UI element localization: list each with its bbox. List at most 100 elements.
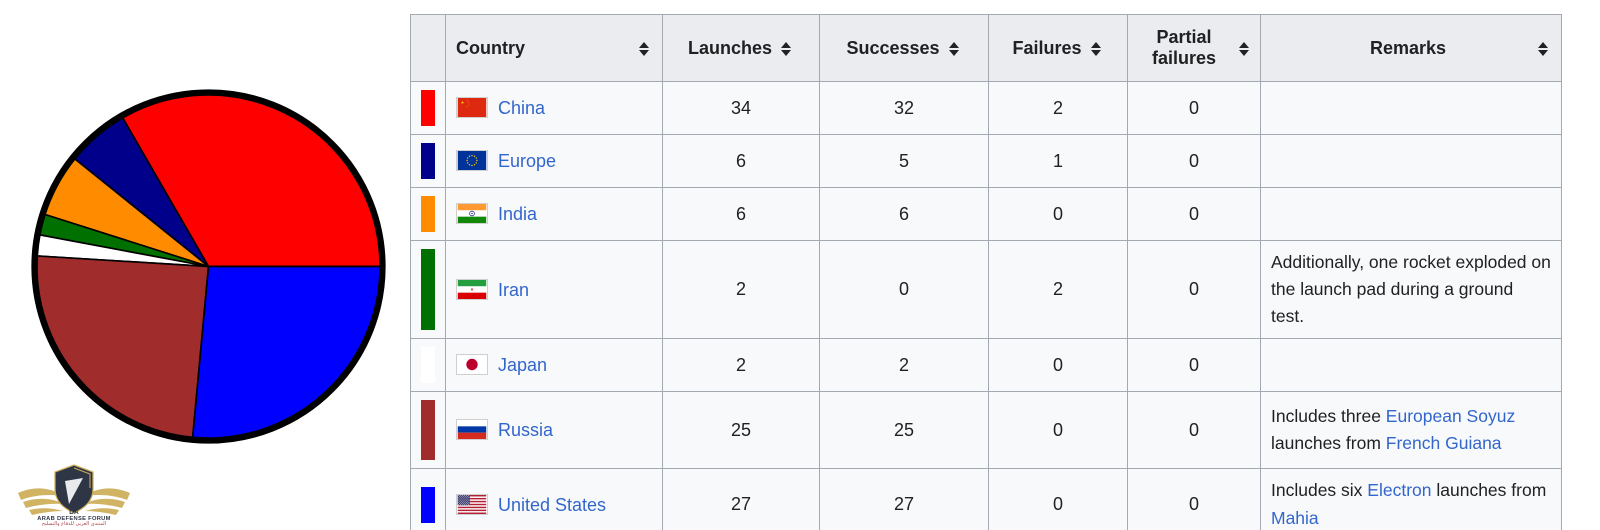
remarks-link[interactable]: Electron bbox=[1367, 480, 1432, 501]
cell-partial-failures: 0 bbox=[1127, 81, 1261, 135]
cell-failures: 1 bbox=[988, 134, 1128, 188]
country-link[interactable]: Japan bbox=[498, 355, 548, 376]
flag-usa-icon bbox=[456, 493, 488, 515]
column-header-remarks[interactable]: Remarks bbox=[1260, 14, 1562, 82]
pie-slice-russia bbox=[36, 255, 210, 439]
flag-europe-icon bbox=[456, 150, 488, 171]
cell-partial-failures: 0 bbox=[1127, 338, 1261, 393]
cell-successes: 25 bbox=[819, 391, 989, 470]
arab-defense-forum-watermark: DA ARAB DEFENSE FORUM المنتدى العربي للد… bbox=[14, 458, 134, 526]
cell-successes: 6 bbox=[819, 187, 989, 241]
row-color-key bbox=[410, 187, 446, 241]
cell-remarks bbox=[1260, 187, 1562, 241]
cell-partial-failures: 0 bbox=[1127, 134, 1261, 188]
watermark-title: ARAB DEFENSE FORUM bbox=[37, 516, 110, 522]
row-color-key bbox=[410, 239, 446, 340]
table-row: India 6 6 0 0 bbox=[410, 187, 1562, 241]
launches-by-country-pie-chart bbox=[27, 85, 390, 448]
row-color-key bbox=[410, 134, 446, 188]
color-swatch bbox=[421, 400, 435, 461]
cell-remarks: Includes three European Soyuz launches f… bbox=[1260, 391, 1562, 470]
cell-successes: 27 bbox=[819, 468, 989, 530]
color-swatch bbox=[421, 90, 435, 126]
watermark-subtitle-arabic: المنتدى العربي للدفاع والتسليح bbox=[42, 521, 106, 526]
color-swatch bbox=[421, 196, 435, 232]
row-color-key bbox=[410, 468, 446, 530]
cell-country: Iran bbox=[445, 239, 663, 340]
cell-partial-failures: 0 bbox=[1127, 391, 1261, 470]
country-link[interactable]: Iran bbox=[498, 279, 530, 300]
cell-launches: 6 bbox=[662, 187, 820, 241]
color-swatch bbox=[421, 486, 435, 523]
cell-country: Russia bbox=[445, 391, 663, 470]
cell-successes: 32 bbox=[819, 81, 989, 135]
cell-country: China bbox=[445, 81, 663, 135]
remarks-link[interactable]: Mahia bbox=[1271, 507, 1319, 528]
sort-toggle-icon-launches[interactable] bbox=[780, 41, 794, 57]
pie-chart-panel: DA ARAB DEFENSE FORUM المنتدى العربي للد… bbox=[0, 0, 410, 530]
table-row: China 34 32 2 0 bbox=[410, 81, 1562, 135]
cell-launches: 2 bbox=[662, 239, 820, 340]
column-header-failures-label: Failures bbox=[1012, 37, 1082, 58]
cell-failures: 0 bbox=[988, 187, 1128, 241]
table-header: Country Launches bbox=[410, 14, 1562, 82]
cell-country: Europe bbox=[445, 134, 663, 188]
sort-toggle-icon-failures[interactable] bbox=[1090, 41, 1104, 57]
sort-toggle-icon-successes[interactable] bbox=[948, 41, 962, 57]
column-header-partial-failures[interactable]: Partial failures bbox=[1127, 14, 1261, 82]
sort-toggle-icon-partial-failures[interactable] bbox=[1238, 41, 1250, 57]
watermark-logo-icon: DA ARAB DEFENSE FORUM المنتدى العربي للد… bbox=[18, 464, 130, 526]
color-swatch bbox=[421, 249, 435, 331]
cell-remarks bbox=[1260, 338, 1562, 393]
cell-remarks: Additionally, one rocket exploded on the… bbox=[1260, 239, 1562, 340]
flag-russia-icon bbox=[456, 419, 488, 441]
pie-outline bbox=[31, 89, 386, 444]
table-row: Europe 6 5 1 0 bbox=[410, 134, 1562, 188]
orbital-launches-by-country-table: Country Launches bbox=[410, 14, 1562, 530]
remarks-link[interactable]: French Guiana bbox=[1385, 433, 1502, 454]
column-header-successes[interactable]: Successes bbox=[819, 14, 989, 82]
flag-japan-icon bbox=[456, 354, 488, 376]
pie-slice-united-states bbox=[191, 265, 381, 439]
color-key-header bbox=[410, 14, 446, 82]
table-header-row: Country Launches bbox=[410, 14, 1562, 82]
cell-failures: 2 bbox=[988, 81, 1128, 135]
cell-failures: 0 bbox=[988, 468, 1128, 530]
sort-toggle-icon-remarks[interactable] bbox=[1537, 41, 1551, 57]
remarks-link[interactable]: European Soyuz bbox=[1385, 406, 1516, 427]
country-link[interactable]: United States bbox=[498, 494, 607, 515]
country-link[interactable]: Europe bbox=[498, 151, 557, 171]
cell-launches: 6 bbox=[662, 134, 820, 188]
cell-failures: 0 bbox=[988, 391, 1128, 470]
column-header-failures[interactable]: Failures bbox=[988, 14, 1128, 82]
cell-partial-failures: 0 bbox=[1127, 239, 1261, 340]
country-link[interactable]: China bbox=[498, 98, 546, 118]
orbital-launches-table-panel: Country Launches bbox=[410, 14, 1563, 530]
cell-failures: 2 bbox=[988, 239, 1128, 340]
column-header-launches[interactable]: Launches bbox=[662, 14, 820, 82]
column-header-launches-label: Launches bbox=[687, 37, 773, 58]
cell-successes: 2 bbox=[819, 338, 989, 393]
flag-iran-icon bbox=[456, 278, 488, 300]
row-color-key bbox=[410, 391, 446, 470]
flag-india-icon bbox=[456, 203, 488, 224]
cell-remarks: Includes six Electron launches from Mahi… bbox=[1260, 468, 1562, 530]
color-swatch bbox=[421, 347, 435, 384]
country-link[interactable]: Russia bbox=[498, 420, 554, 441]
sort-toggle-icon-country[interactable] bbox=[638, 41, 652, 57]
column-header-partial-failures-label: Partial failures bbox=[1151, 27, 1217, 68]
cell-launches: 25 bbox=[662, 391, 820, 470]
column-header-successes-label: Successes bbox=[846, 37, 940, 58]
table-body: China 34 32 2 0 Europe 6 5 1 0 India 6 6 0 0 Iran 2 0 2… bbox=[410, 81, 1562, 530]
cell-country: India bbox=[445, 187, 663, 241]
column-header-country[interactable]: Country bbox=[445, 14, 663, 82]
country-link[interactable]: India bbox=[498, 204, 538, 224]
cell-country: United States bbox=[445, 468, 663, 530]
pie-svg bbox=[31, 89, 386, 444]
color-swatch bbox=[421, 143, 435, 179]
cell-remarks bbox=[1260, 134, 1562, 188]
table-row: Iran 2 0 2 0 Additionally, one rocket explode… bbox=[410, 239, 1562, 340]
cell-launches: 2 bbox=[662, 338, 820, 393]
flag-china-icon bbox=[456, 97, 488, 118]
